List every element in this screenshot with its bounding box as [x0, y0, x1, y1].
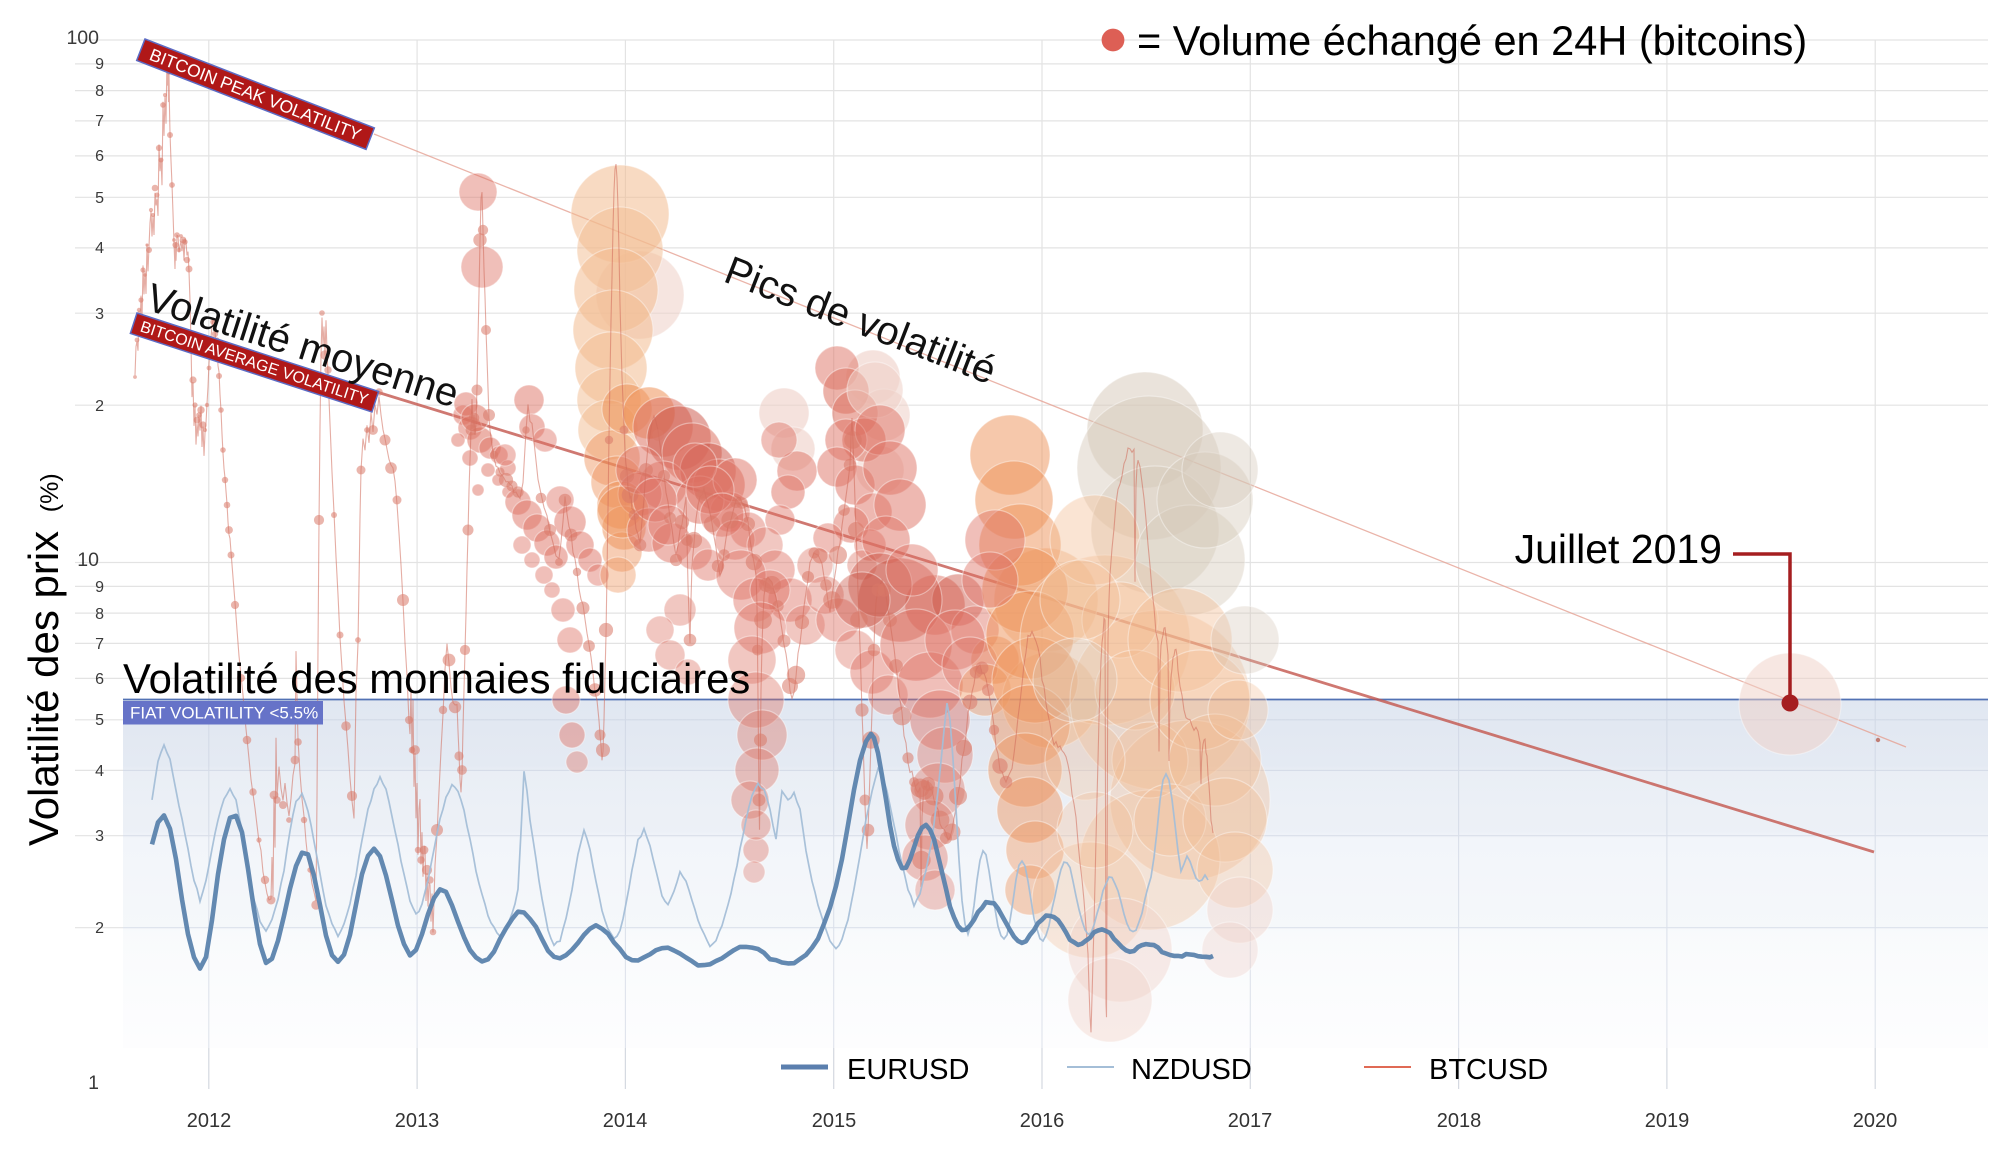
svg-text:EURUSD: EURUSD: [847, 1054, 969, 1086]
svg-text:6: 6: [95, 671, 104, 688]
svg-text:8: 8: [95, 83, 104, 100]
svg-text:2014: 2014: [603, 1110, 648, 1132]
svg-text:10: 10: [77, 549, 99, 571]
svg-text:4: 4: [95, 763, 104, 780]
svg-text:4: 4: [95, 240, 104, 257]
svg-text:9: 9: [95, 579, 104, 596]
svg-text:Volatilité des prix (%): Volatilité des prix (%): [20, 473, 67, 846]
svg-text:2019: 2019: [1645, 1110, 1690, 1132]
svg-text:BTCUSD: BTCUSD: [1429, 1054, 1548, 1086]
svg-text:6: 6: [95, 148, 104, 165]
svg-text:Juillet 2019: Juillet 2019: [1515, 526, 1722, 572]
svg-text:= Volume échangé en 24H (bitco: = Volume échangé en 24H (bitcoins): [1137, 17, 1807, 64]
svg-text:2016: 2016: [1020, 1110, 1065, 1132]
svg-text:9: 9: [95, 56, 104, 73]
svg-text:2015: 2015: [812, 1110, 857, 1132]
svg-text:2013: 2013: [395, 1110, 440, 1132]
svg-text:3: 3: [95, 306, 104, 323]
svg-text:8: 8: [95, 606, 104, 623]
svg-text:2018: 2018: [1437, 1110, 1482, 1132]
svg-text:7: 7: [95, 636, 104, 653]
svg-text:2017: 2017: [1228, 1110, 1273, 1132]
svg-text:7: 7: [95, 113, 104, 130]
svg-text:2012: 2012: [187, 1110, 232, 1132]
svg-text:5: 5: [95, 190, 104, 207]
svg-text:3: 3: [95, 828, 104, 845]
svg-text:NZDUSD: NZDUSD: [1131, 1054, 1252, 1086]
svg-text:1: 1: [88, 1072, 99, 1094]
svg-text:100: 100: [66, 27, 99, 49]
svg-text:2: 2: [95, 920, 104, 937]
svg-text:5: 5: [95, 712, 104, 729]
svg-text:BITCOIN PEAK VOLATILITY: BITCOIN PEAK VOLATILITY: [147, 44, 365, 144]
svg-text:2: 2: [95, 398, 104, 415]
svg-text:2020: 2020: [1853, 1110, 1898, 1132]
svg-text:Volatilité des monnaies fiduci: Volatilité des monnaies fiduciaires: [123, 655, 750, 702]
svg-text:FIAT VOLATILITY <5.5%: FIAT VOLATILITY <5.5%: [130, 704, 318, 723]
